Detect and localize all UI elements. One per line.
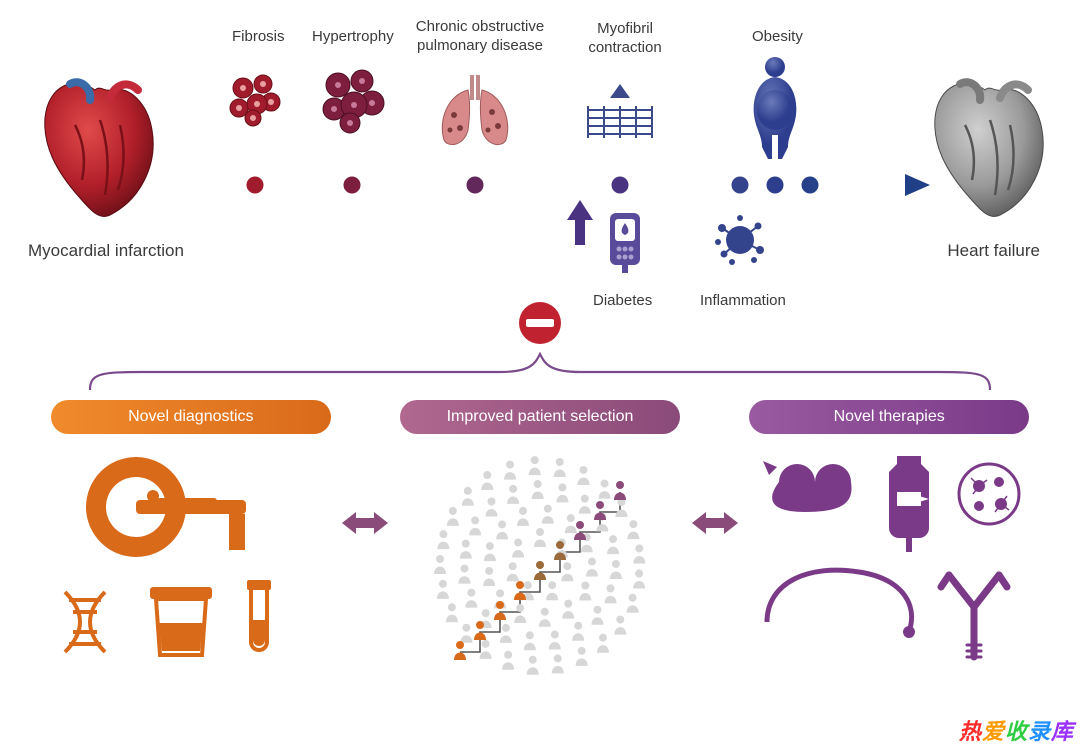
- pillar-diagnostics-header: Novel diagnostics: [51, 400, 331, 434]
- specimen-cup-icon: [150, 587, 212, 655]
- interventions-row: Novel diagnostics: [0, 400, 1080, 730]
- pillar-selection-header: Improved patient selection: [400, 400, 680, 434]
- dna-icon: [65, 592, 105, 652]
- virus-dish-icon: [959, 464, 1019, 524]
- lungs-icon: [430, 70, 520, 155]
- double-arrow-icon: [342, 510, 388, 541]
- start-label: Myocardial infarction: [28, 240, 184, 261]
- progression-timeline: Myocardial infarction Heart failure: [0, 0, 1080, 340]
- watermark: 热爱收录库: [959, 714, 1074, 746]
- pillar-therapies-header: Novel therapies: [749, 400, 1029, 434]
- diabetes-label: Diabetes: [593, 292, 652, 311]
- pillar-diagnostics: Novel diagnostics: [41, 400, 341, 672]
- heart-grey-icon: [910, 70, 1060, 235]
- double-arrow-icon: [692, 510, 738, 541]
- iv-bag-icon: [889, 456, 929, 552]
- ct-scanner-icon: [86, 457, 246, 557]
- catheter-icon: [767, 570, 915, 638]
- inflammation-label: Inflammation: [700, 292, 786, 311]
- myofibril-label: Myofibrilcontraction: [585, 20, 665, 58]
- end-label: Heart failure: [947, 240, 1040, 261]
- hypertrophy-icon: [318, 65, 388, 140]
- diabetes-icon: [600, 205, 650, 280]
- bracket-icon: [80, 352, 1000, 392]
- antibody-icon: [941, 575, 1007, 657]
- copd-label: Chronic obstructivepulmonary disease: [410, 18, 550, 56]
- test-tube-icon: [247, 580, 271, 650]
- obesity-icon: [748, 55, 803, 170]
- inflammation-icon: [710, 210, 770, 275]
- population-spiral-icon: [400, 452, 680, 682]
- cells-icon: [763, 461, 851, 512]
- pillar-patient-selection: Improved patient selection: [390, 400, 690, 672]
- hypertrophy-label: Hypertrophy: [312, 28, 394, 47]
- fibrosis-icon: [225, 70, 285, 135]
- myofibril-icon: [580, 80, 660, 155]
- heart-red-icon: [20, 70, 170, 235]
- pillar-therapies: Novel therapies: [739, 400, 1039, 672]
- fibrosis-label: Fibrosis: [232, 28, 285, 47]
- obesity-label: Obesity: [752, 28, 803, 47]
- stop-icon: [517, 300, 563, 351]
